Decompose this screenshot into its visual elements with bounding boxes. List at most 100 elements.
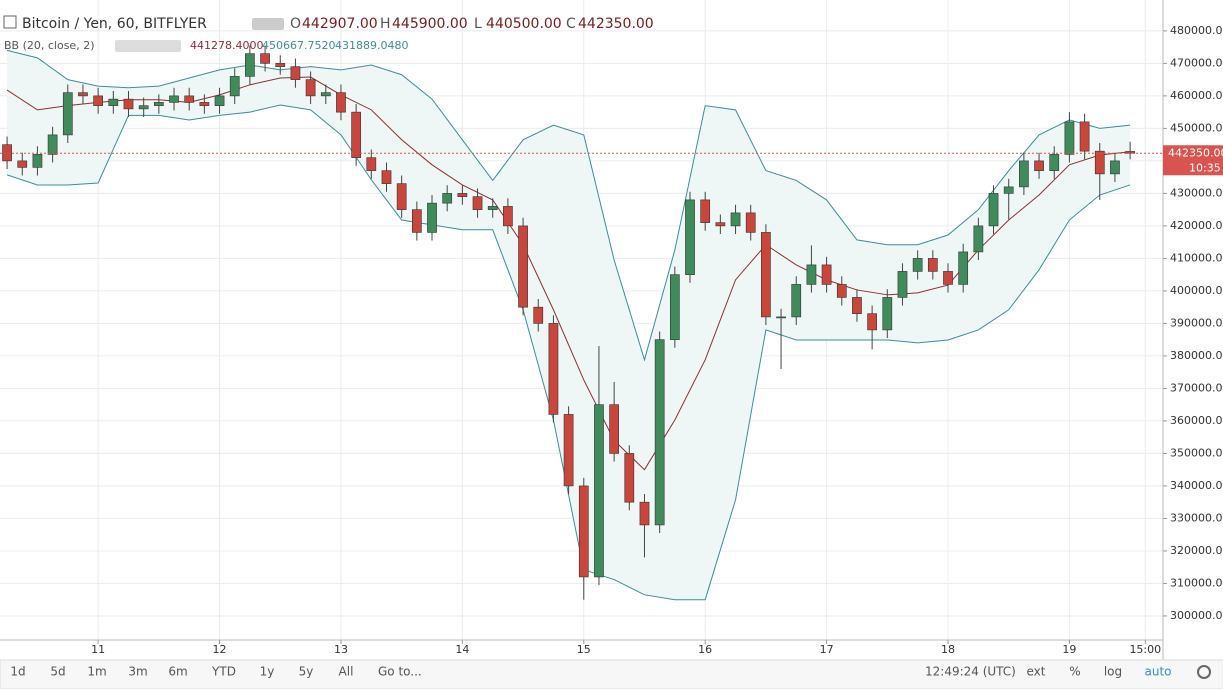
candle-body (214, 95, 225, 106)
x-tick-label: 18 (941, 643, 955, 656)
range-button[interactable]: 5y (299, 665, 314, 679)
y-tick-label: 340000.00 (1170, 479, 1223, 492)
candle-body (685, 199, 695, 275)
candle-body (411, 209, 422, 233)
range-button[interactable]: 6m (168, 665, 187, 679)
y-tick-label: 330000.00 (1170, 511, 1223, 524)
ohlc-value: 445900.00 (392, 16, 468, 32)
candle-body (123, 98, 134, 110)
settings-button[interactable] (1197, 665, 1211, 679)
candle-body (153, 102, 164, 106)
y-tick-label: 400000.00 (1170, 284, 1223, 297)
candle-body (745, 212, 756, 233)
indicator-value: 431889.0480 (335, 39, 408, 52)
x-tick-label: 16 (698, 643, 712, 656)
option-button[interactable]: log (1104, 665, 1122, 679)
candle-body (305, 79, 316, 97)
range-button[interactable]: 1m (87, 665, 106, 679)
candle-body (897, 271, 908, 298)
candle-body (1079, 121, 1090, 152)
candle-body (108, 98, 119, 106)
plot-area (0, 0, 1163, 640)
y-tick-label: 410000.00 (1170, 251, 1223, 264)
candle-body (320, 92, 331, 97)
candle-body (730, 212, 741, 227)
band-upper (6, 49, 1131, 362)
candle-body (761, 232, 771, 318)
ohlc-key: L (474, 16, 482, 32)
candle-body (1064, 121, 1075, 155)
candle-body (396, 183, 407, 210)
collapse-icon[interactable] (3, 15, 17, 29)
candle-body (715, 222, 726, 227)
option-button[interactable]: auto (1144, 665, 1171, 679)
candle-body (457, 193, 468, 197)
candle-body (427, 202, 437, 233)
candle-body (548, 323, 559, 415)
candle-body (62, 92, 73, 136)
title-buttons[interactable] (252, 18, 284, 30)
candle-body (487, 206, 498, 210)
candle-body (518, 225, 528, 308)
candle-body (503, 206, 513, 227)
x-tick-label: 12 (213, 643, 227, 656)
candle-body (1049, 154, 1060, 171)
indicator-value: 441278.4000 (190, 39, 263, 52)
band-lower (6, 104, 1131, 601)
candle-body (1125, 151, 1135, 154)
y-tick-label: 470000.00 (1170, 56, 1223, 69)
y-tick-label: 390000.00 (1170, 316, 1223, 329)
y-tick-label: 460000.00 (1170, 89, 1223, 102)
ohlc-key: C (566, 16, 576, 32)
candle-body (806, 264, 817, 285)
x-tick-label: 17 (820, 643, 834, 656)
candle-body (138, 105, 149, 110)
candle-body (594, 404, 604, 578)
candle-body (882, 297, 893, 331)
candle-body (199, 102, 210, 106)
goto-button[interactable]: Go to... (378, 665, 422, 679)
range-button[interactable]: YTD (211, 665, 236, 679)
range-button[interactable]: 3m (128, 665, 147, 679)
range-button[interactable]: 1d (10, 665, 25, 679)
last-price-box (1163, 145, 1223, 176)
candle-body (184, 95, 195, 103)
x-tick-label: 19 (1062, 643, 1076, 656)
candle-body (275, 63, 286, 67)
candle-body (472, 196, 483, 210)
candle-body (2, 144, 12, 162)
candle-body (290, 66, 301, 80)
candle-body (654, 339, 665, 526)
option-button[interactable]: ext (1027, 665, 1046, 679)
indicator-name: BB (20, close, 2) (4, 39, 95, 52)
y-tick-label: 480000.00 (1170, 24, 1223, 37)
range-button[interactable]: 5d (50, 665, 65, 679)
candle-body (47, 134, 58, 155)
indicator-buttons[interactable] (115, 40, 181, 52)
candle-body (336, 92, 346, 113)
range-button[interactable]: 1y (260, 665, 275, 679)
last-price-label: 442350.00 (1168, 146, 1223, 159)
y-tick-label: 450000.00 (1170, 121, 1223, 134)
y-tick-label: 300000.00 (1170, 609, 1223, 622)
candle-body (93, 95, 103, 106)
candle-body (1003, 186, 1014, 194)
y-tick-label: 380000.00 (1170, 349, 1223, 362)
ohlc-value: 442907.00 (302, 16, 378, 32)
candle-body (943, 271, 953, 285)
band-basis (6, 76, 1131, 471)
x-tick-label: 13 (334, 643, 348, 656)
candle-body (927, 258, 938, 272)
candle-body (669, 274, 680, 340)
candle-body (836, 284, 847, 298)
option-button[interactable]: % (1069, 665, 1080, 679)
y-tick-label: 310000.00 (1170, 576, 1223, 589)
candle-body (245, 53, 255, 77)
band-fill (7, 50, 1131, 600)
candle-body (776, 316, 786, 319)
candle-body (229, 76, 240, 97)
ohlc-value: 440500.00 (486, 16, 562, 32)
candle-body (32, 154, 43, 168)
range-button[interactable]: All (339, 665, 354, 679)
y-tick-label: 360000.00 (1170, 414, 1223, 427)
